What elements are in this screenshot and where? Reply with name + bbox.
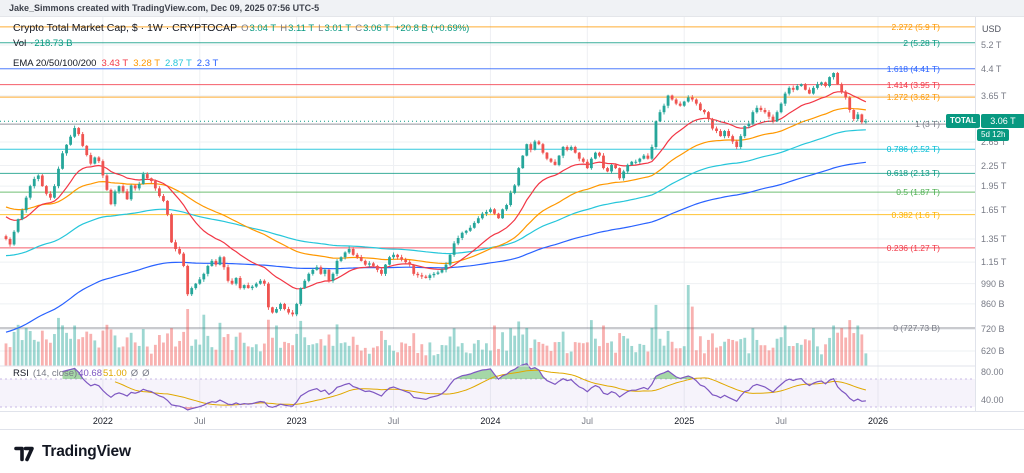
volume-value: 218.73 B xyxy=(34,38,73,49)
rsi-placeholder: Ø xyxy=(130,368,139,379)
time-axis-label: 2026 xyxy=(867,416,888,426)
rsi-legend-row[interactable]: RSI (14, close) 40.68 51.00 Ø Ø xyxy=(13,368,150,379)
ema-value: 3.28 T xyxy=(133,58,160,69)
rsi-ma-value: 51.00 xyxy=(102,368,127,379)
price-tick: 620 B xyxy=(981,346,1005,356)
volume-layer xyxy=(4,285,868,366)
candles-layer xyxy=(4,71,868,317)
price-tick: 2.65 T xyxy=(981,137,1007,147)
time-axis-label: 2024 xyxy=(480,416,501,426)
time-axis-label: 2022 xyxy=(92,416,113,426)
rsi-placeholder: Ø xyxy=(142,368,150,379)
time-axis-label: 2025 xyxy=(674,416,695,426)
volume-label: Vol xyxy=(13,38,27,49)
price-tick: 1.15 T xyxy=(981,257,1007,268)
rsi-value: 40.68 xyxy=(78,368,102,379)
time-axis-label: Jul xyxy=(387,416,400,426)
ema-legend-row[interactable]: EMA 20/50/100/200 3.43 T 3.28 T 2.87 T 2.3 … xyxy=(13,53,218,71)
tradingview-logo-icon[interactable] xyxy=(13,441,35,463)
change-value: +20.8 B (+0.69%) xyxy=(394,23,470,34)
current-price-badge-group: TOTAL 3.06 T xyxy=(946,114,1024,128)
volume-separator: · xyxy=(30,38,34,49)
ema-name: EMA 20/50/100/200 xyxy=(13,58,97,69)
symbol-legend-row[interactable]: Crypto Total Market Cap, $ · 1W · CRYPTO… xyxy=(13,22,469,34)
ohlc-low-label: L xyxy=(318,23,324,34)
price-tick: 4.4 T xyxy=(981,64,1002,75)
ema-value: 3.43 T xyxy=(101,58,129,69)
time-axis-label: Jul xyxy=(194,416,206,426)
ema-layer xyxy=(5,91,867,333)
rsi-name: RSI xyxy=(13,368,29,379)
fib-lines-layer xyxy=(0,26,975,329)
axis-currency-label: USD xyxy=(982,24,1002,34)
price-tick: 2.25 T xyxy=(981,160,1007,171)
ohlc-close-label: C xyxy=(355,23,363,34)
ema-value: 2.3 T xyxy=(196,58,219,69)
price-tick: 1.65 T xyxy=(981,205,1007,216)
price-tick: 3.65 T xyxy=(981,90,1007,101)
price-tick: 720 B xyxy=(981,324,1005,335)
price-tick: 860 B xyxy=(981,298,1005,309)
ohlc-high-value: 3.11 T xyxy=(288,23,315,34)
ohlc-close-value: 3.06 T xyxy=(363,23,390,34)
price-tick: 5.2 T xyxy=(981,40,1002,50)
rsi-layer xyxy=(0,363,975,411)
symbol-badge: TOTAL xyxy=(946,114,980,128)
current-price-badge: 3.06 T xyxy=(980,114,1024,128)
volume-legend-row[interactable]: Vol · 218.73 B xyxy=(13,38,72,49)
ohlc-open-label: O xyxy=(241,23,249,34)
footer-bar: TradingView xyxy=(0,429,1024,473)
rsi-scale-tick: 40.00 xyxy=(981,395,1004,405)
rsi-params: (14, close) xyxy=(32,368,78,379)
rsi-scale-tick: 80.00 xyxy=(981,367,1004,377)
ohlc-open-value: 3.04 T xyxy=(249,23,277,34)
time-axis-label: Jul xyxy=(581,416,594,426)
attribution-bar: Jake_Simmons created with TradingView.co… xyxy=(0,0,1024,17)
tradingview-brand-text[interactable]: TradingView xyxy=(42,442,131,460)
ema-value: 2.87 T xyxy=(165,58,192,69)
bar-countdown-badge: 5d 12h xyxy=(977,129,1010,141)
ohlc-high-label: H xyxy=(280,23,288,34)
symbol-title: Crypto Total Market Cap, $ · 1W · CRYPTO… xyxy=(13,22,238,34)
price-tick: 1.35 T xyxy=(981,234,1007,245)
time-axis[interactable]: 2022 Jul 2023 Jul 2024 Jul 2025 Jul 2026 xyxy=(0,411,1024,429)
ema-values: 3.43 T 3.28 T 2.87 T 2.3 T xyxy=(96,53,218,71)
price-tick: 990 B xyxy=(981,278,1005,289)
attribution-text: Jake_Simmons created with TradingView.co… xyxy=(9,3,320,13)
ohlc-low-value: 3.01 T xyxy=(324,23,352,34)
grid-layer xyxy=(0,17,975,411)
time-axis-label: Jul xyxy=(775,416,787,426)
time-axis-label: 2023 xyxy=(286,416,307,426)
price-tick: 1.95 T xyxy=(981,181,1007,192)
price-axis[interactable]: USD 5.2 T 4.4 T 3.65 T 2.65 T 2.25 T 1.95 T 1.… xyxy=(975,17,1024,429)
